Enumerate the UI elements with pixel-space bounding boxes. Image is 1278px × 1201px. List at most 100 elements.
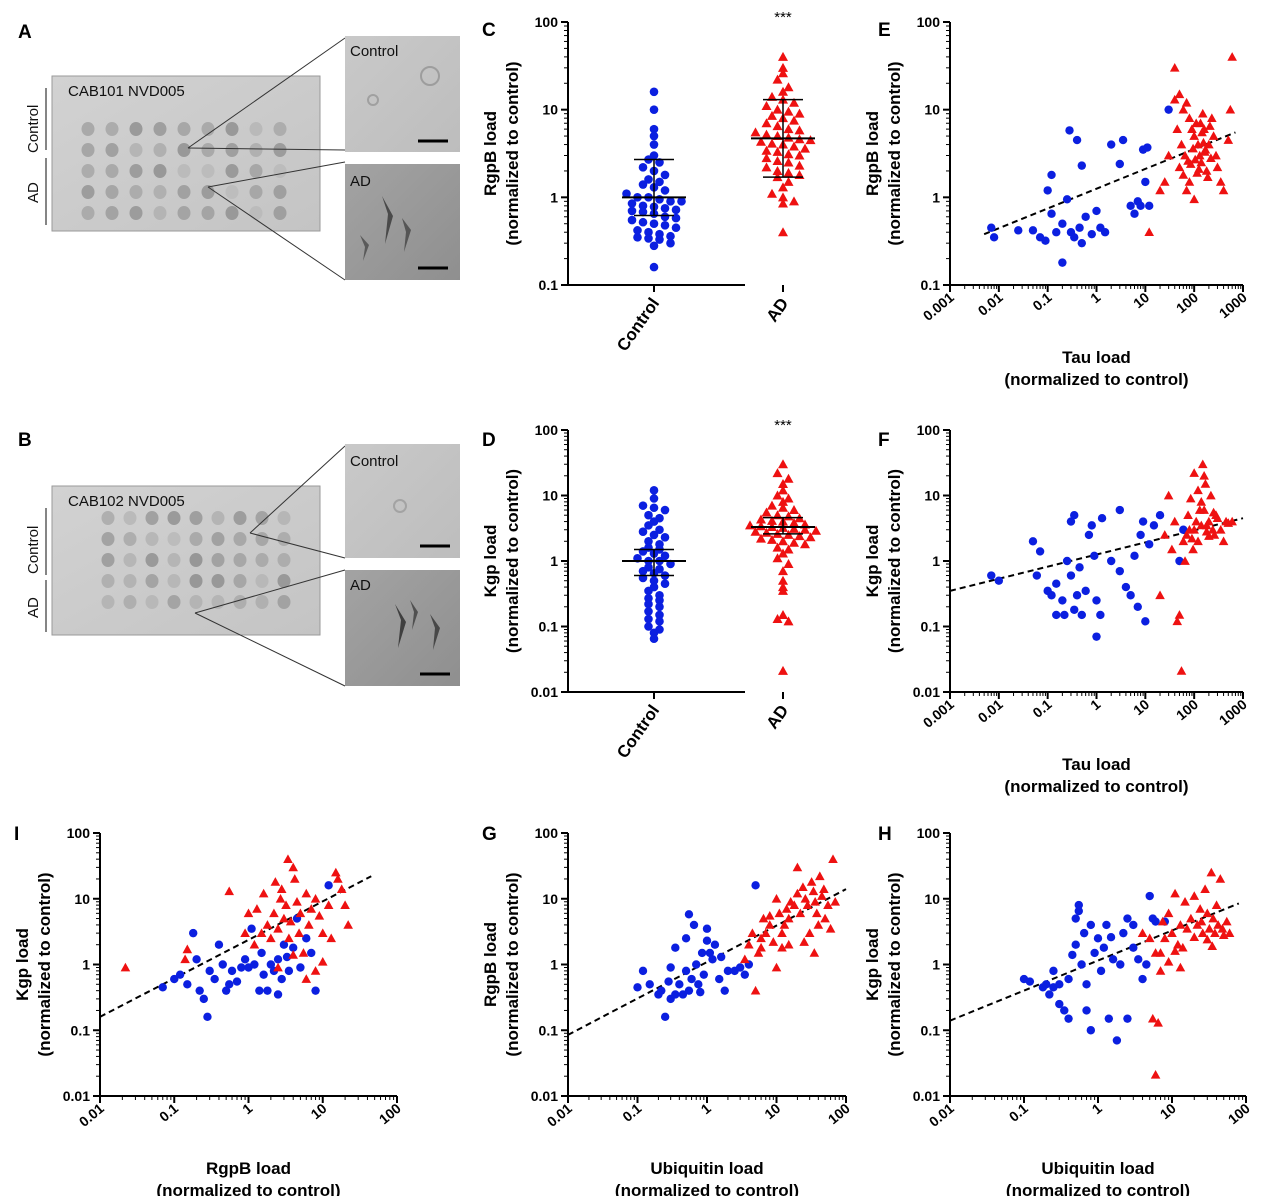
data-point-control (735, 963, 745, 972)
y-tick-label: 0.1 (539, 619, 559, 635)
dot-blot-spot (129, 185, 143, 199)
data-point-ad (1181, 185, 1192, 195)
data-point-control (1081, 212, 1090, 221)
data-point-control (697, 948, 707, 958)
data-point-ad (1193, 485, 1203, 495)
data-point-control (638, 547, 648, 556)
data-point-ad (1198, 137, 1209, 147)
y-tick-label: 100 (67, 825, 91, 841)
data-point-control (1052, 228, 1061, 237)
data-point-control (255, 986, 264, 995)
data-point-control (696, 987, 705, 997)
data-point-control (649, 628, 659, 638)
data-point-control (622, 189, 631, 199)
dot-blot-spot (225, 143, 239, 157)
data-point-ad (1225, 104, 1236, 114)
data-point-ad (760, 928, 771, 937)
data-point-ad (1155, 590, 1165, 600)
data-point-ad (764, 911, 775, 920)
data-point-ad (805, 135, 816, 145)
data-point-control (195, 986, 204, 995)
data-point-control (1025, 977, 1035, 986)
data-point-ad (1189, 131, 1199, 140)
data-point-ad (1207, 113, 1217, 123)
data-point-control (1119, 928, 1128, 938)
data-point-control (660, 212, 670, 222)
x-tick-label: 0.1 (1029, 289, 1054, 314)
data-point-ad (800, 539, 810, 549)
dot-blot-spot (153, 185, 167, 199)
data-point-control (1134, 955, 1143, 964)
dot-blot-spot (201, 164, 215, 178)
data-point-control (1130, 551, 1139, 561)
data-point-ad (778, 502, 788, 512)
dot-blot-spot (189, 574, 203, 588)
data-point-control (666, 963, 675, 972)
data-point-control (1077, 161, 1086, 170)
data-point-control (250, 960, 259, 969)
data-point-control (678, 990, 688, 999)
data-point-ad (810, 896, 820, 906)
data-point-ad (281, 900, 291, 909)
data-point-control (649, 486, 659, 495)
data-point-ad (1178, 170, 1189, 179)
data-point-ad (1200, 479, 1211, 488)
data-point-control (644, 175, 653, 184)
data-point-control (273, 990, 283, 999)
data-point-control (1115, 505, 1124, 515)
dot-blot-spot (249, 206, 263, 220)
data-point-ad (1174, 89, 1185, 99)
data-point-ad (783, 106, 794, 116)
data-point-control (1074, 906, 1083, 916)
dot-blot-spot (211, 511, 225, 525)
data-point-ad (794, 125, 805, 135)
data-point-control (1090, 551, 1099, 561)
data-point-ad (1173, 939, 1183, 949)
data-point-ad (805, 532, 816, 542)
data-point-control (627, 206, 637, 216)
data-point-ad (753, 948, 764, 957)
data-point-ad (1172, 124, 1183, 133)
data-point-control (660, 170, 670, 180)
data-point-control (644, 536, 653, 546)
panel-letter-h: H (878, 824, 892, 845)
x-tick-label: 1000 (1216, 289, 1250, 321)
data-point-control (1064, 974, 1073, 984)
y-tick-label: 10 (924, 891, 940, 907)
data-point-control (660, 186, 670, 195)
dot-blot-spot (101, 553, 115, 567)
x-tick-label: 1000 (1216, 696, 1250, 728)
data-point-ad (758, 913, 769, 923)
dot-blot-spot (273, 143, 287, 157)
y-tick-label: 10 (542, 102, 558, 118)
data-point-control (684, 986, 694, 995)
data-point-ad (224, 886, 235, 896)
dot-blot-spot (249, 185, 263, 199)
data-point-ad (295, 908, 306, 918)
data-point-ad (1167, 544, 1177, 554)
data-point-ad (1199, 470, 1209, 480)
data-point-ad (830, 896, 841, 906)
data-point-ad (294, 928, 304, 937)
data-point-ad (783, 493, 794, 503)
data-point-control (1106, 933, 1116, 942)
data-point-ad (288, 862, 299, 872)
data-point-ad (772, 490, 783, 500)
data-point-control (1086, 1026, 1096, 1035)
data-point-ad (783, 124, 794, 134)
data-point-control (240, 955, 250, 964)
x-tick-label: 10 (1130, 289, 1152, 311)
data-point-control (1047, 209, 1056, 218)
dot-blot-spot (233, 532, 247, 546)
data-point-control (649, 124, 659, 134)
data-point-ad (778, 68, 788, 78)
data-point-ad (1190, 154, 1201, 164)
data-point-ad (811, 525, 821, 535)
data-point-ad (767, 500, 777, 510)
data-point-ad (1175, 962, 1186, 972)
y-axis-label-sub: (normalized to control) (503, 469, 522, 653)
data-point-control (1115, 159, 1124, 169)
data-point-ad (301, 974, 312, 983)
y-axis-label-sub: (normalized to control) (35, 872, 54, 1056)
data-point-control (649, 262, 659, 272)
